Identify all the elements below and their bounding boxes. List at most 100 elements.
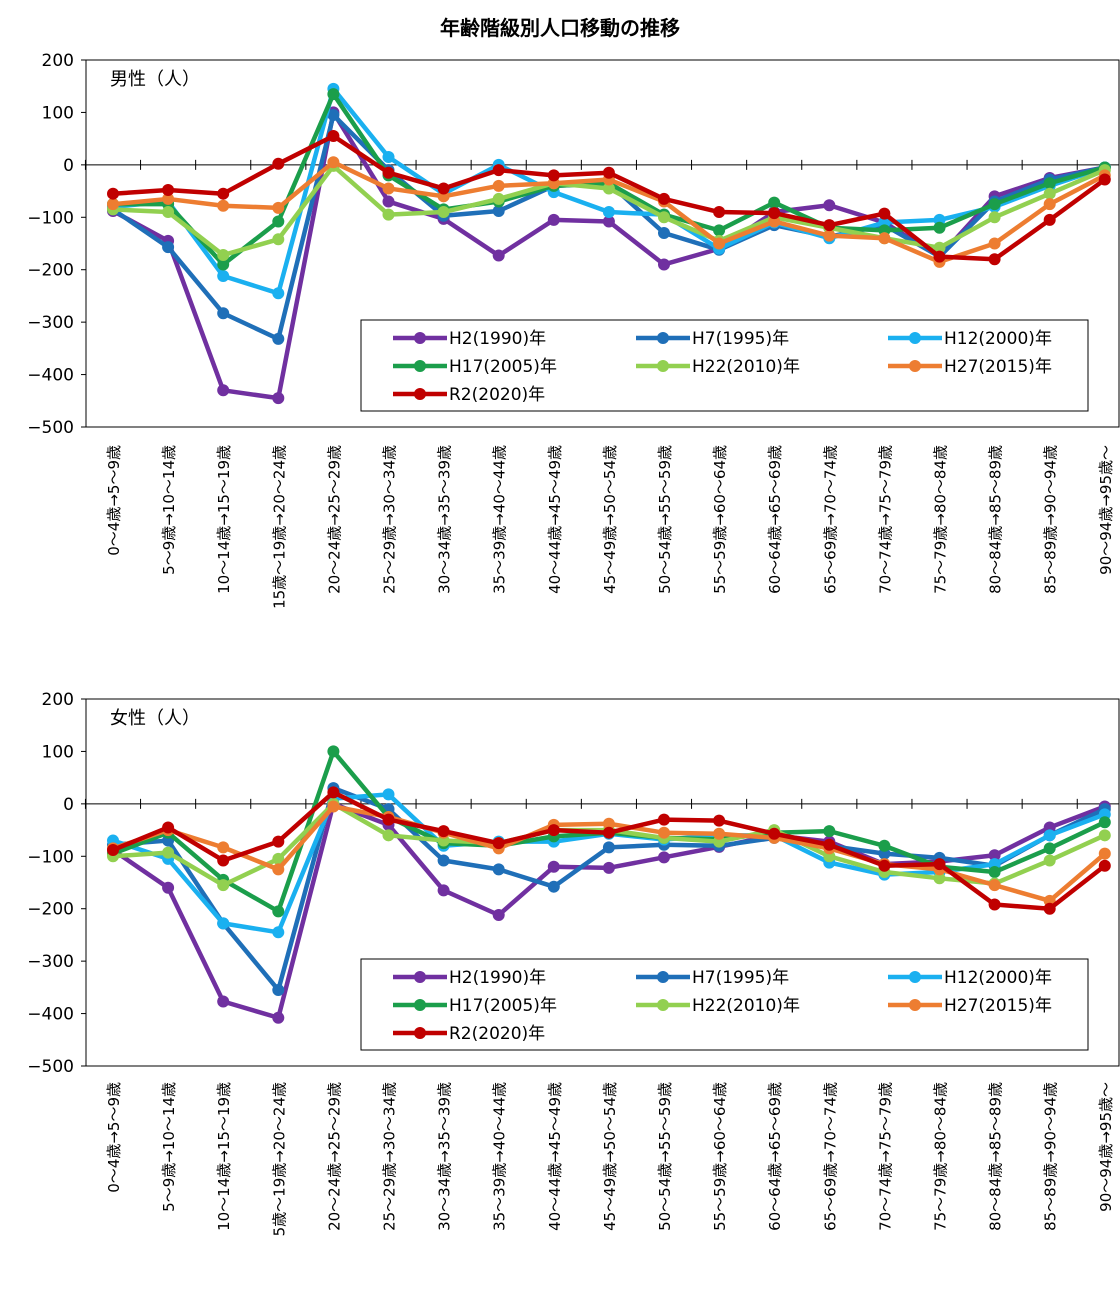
data-point [107,187,119,200]
x-category-label: 65～69歳→70～74歳 [821,1082,839,1231]
data-point [988,879,1001,892]
legend: H2(1990)年 H7(1995)年 H12(2000)年 H17(2005)年 H2… [360,958,1089,1051]
data-point [602,166,615,179]
data-point [602,841,615,854]
x-category-label: 5～9歳→10～14歳 [160,1082,178,1212]
data-point [272,157,285,170]
legend-label: R2(2020)年 [449,1024,545,1044]
legend-item: H7(1995)年 [636,968,789,988]
legend-item: H12(2000)年 [888,329,1052,349]
data-point [713,814,726,827]
data-point [162,846,175,859]
data-point [217,841,230,854]
data-point [602,817,615,830]
data-point [217,854,230,867]
male-chart: 200 100 0 −100 −200 −300 −400 −500 男性（人） 0～4歳→5～9… [27,51,1120,609]
data-point [713,237,726,250]
data-point [382,829,395,842]
legend-swatch-marker [657,360,669,372]
x-category-label: 65～69歳→70～74歳 [821,445,839,594]
data-point [327,786,340,799]
data-point [272,835,285,848]
y-tick-label: −200 [27,261,74,281]
data-point [768,827,781,840]
data-point [658,211,670,224]
legend-label: H7(1995)年 [692,968,789,988]
x-category-label: 75～79歳→80～84歳 [932,1082,950,1231]
data-point [547,213,560,226]
data-point [382,182,395,195]
legend-swatch-marker [414,971,426,983]
data-point [162,192,175,205]
x-category-label: 20～24歳→25～29歳 [325,1082,343,1231]
data-point [878,839,891,852]
x-category-label: 85～89歳→90～94歳 [1042,1082,1060,1231]
data-point [217,384,230,397]
data-point [492,204,505,217]
legend-item: R2(2020)年 [393,1024,545,1044]
legend-swatch-marker [657,971,669,983]
series-6 [107,786,1111,915]
data-point [768,215,781,228]
data-point [988,198,1001,211]
x-category-label: 30～34歳→35～39歳 [436,1082,454,1231]
chart-title: 年齢階級別人口移動の推移 [440,16,680,40]
x-category-label: 50～54歳→55～59歳 [656,445,674,594]
legend-item: H27(2015)年 [888,996,1052,1016]
data-point [933,241,946,254]
x-category-label: 10～14歳→15～19歳 [215,445,233,594]
data-point [658,227,670,240]
data-point [327,88,340,101]
data-point [1043,854,1056,867]
data-point [327,130,340,143]
data-point [492,249,505,262]
data-point [492,164,505,177]
y-tick-label: −100 [27,847,74,867]
x-category-label: 90～94歳→95歳～ [1097,1082,1115,1212]
series-5 [107,800,1111,907]
data-point [988,898,1001,911]
data-point [933,858,946,871]
data-point [107,843,119,856]
data-point [382,208,395,221]
data-point [272,863,285,876]
legend-label: H7(1995)年 [692,329,789,349]
data-point [162,881,175,894]
legend-swatch-marker [414,360,426,372]
data-point [492,909,505,922]
data-point [988,849,1001,862]
data-point [713,224,726,237]
x-category-label: 55～59歳→60～64歳 [711,445,729,594]
legend-swatch-marker [909,360,921,372]
legend-swatch-marker [909,999,921,1011]
legend-item: R2(2020)年 [393,385,545,405]
data-point [382,150,395,163]
x-category-label: 0～4歳→5～9歳 [105,445,123,556]
data-point [1043,177,1056,190]
legend-swatch-marker [657,332,669,344]
data-point [437,206,450,219]
data-point [602,826,615,839]
y-tick-label: 100 [42,742,74,762]
y-tick-label: −100 [27,208,74,228]
legend-swatch-marker [414,332,426,344]
data-point [272,926,285,939]
y-tick-label: 200 [42,690,74,710]
x-category-label: 5歳～19歳→20～24歳 [270,1082,288,1236]
legend-swatch-marker [414,999,426,1011]
data-point [713,206,726,219]
legend-item: H22(2010)年 [636,996,800,1016]
x-category-label: 25～29歳→30～34歳 [381,445,399,594]
data-point [217,307,230,320]
data-point [492,179,505,192]
y-tick-label: 0 [63,156,74,176]
data-point [823,825,836,838]
data-point [272,392,285,405]
data-point [217,917,230,930]
data-point [602,206,615,219]
plot-area [85,698,1120,1067]
legend-item: H7(1995)年 [636,329,789,349]
legend-label: R2(2020)年 [449,385,545,405]
data-point [272,1011,285,1024]
x-category-label: 60～64歳→65～69歳 [766,445,784,594]
